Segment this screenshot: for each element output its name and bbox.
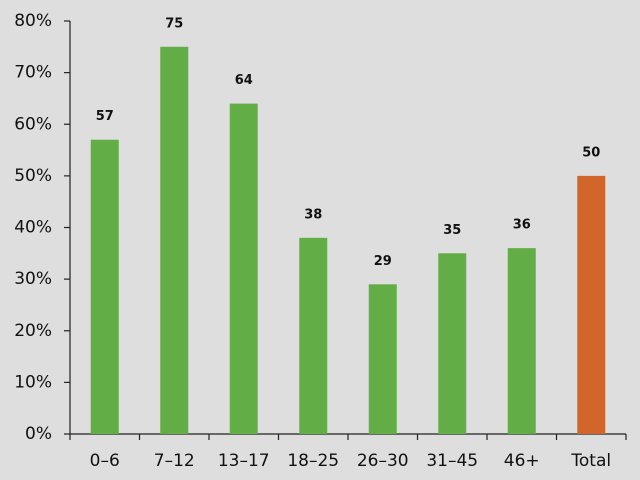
bar [438, 253, 467, 434]
bar [368, 284, 397, 434]
value-label: 75 [165, 16, 183, 31]
y-tick-label: 0% [25, 424, 52, 444]
y-tick-label: 60% [14, 114, 52, 134]
bar [90, 139, 119, 435]
y-tick-label: 40% [14, 218, 52, 238]
y-tick-label: 30% [14, 269, 52, 289]
x-tick-label: Total [570, 451, 611, 471]
bar [507, 248, 536, 434]
x-tick-label: 7–12 [154, 451, 195, 471]
x-tick-label: 26–30 [357, 451, 409, 471]
value-label: 50 [582, 145, 600, 160]
value-label: 35 [443, 223, 461, 238]
x-tick-label: 31–45 [426, 451, 478, 471]
y-tick-label: 80% [14, 11, 52, 31]
y-tick-label: 20% [14, 321, 52, 341]
x-tick-label: 0–6 [90, 451, 120, 471]
x-tick-label: 18–25 [287, 451, 339, 471]
bar [299, 237, 328, 434]
value-label: 36 [513, 218, 531, 233]
value-label: 57 [96, 109, 114, 124]
y-tick-label: 10% [14, 372, 52, 392]
value-label: 29 [374, 254, 392, 269]
x-tick-label: 13–17 [218, 451, 270, 471]
bar [577, 175, 606, 434]
x-tick-label: 46+ [504, 451, 540, 471]
value-label: 64 [235, 73, 253, 88]
bar [229, 103, 258, 434]
bar [160, 46, 189, 434]
y-tick-label: 70% [14, 63, 52, 83]
value-label: 38 [304, 207, 322, 222]
y-tick-label: 50% [14, 166, 52, 186]
